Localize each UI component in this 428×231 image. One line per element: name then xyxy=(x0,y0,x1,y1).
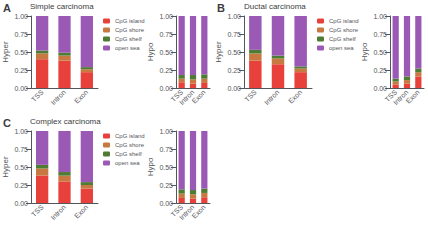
svg-text:TSS: TSS xyxy=(383,88,399,104)
svg-text:0.00: 0.00 xyxy=(159,85,173,92)
svg-text:Exon: Exon xyxy=(73,203,89,219)
svg-text:0.75: 0.75 xyxy=(159,31,173,38)
svg-text:Hyper: Hyper xyxy=(1,156,10,178)
svg-text:0.25: 0.25 xyxy=(159,182,173,189)
svg-text:Intron: Intron xyxy=(391,88,410,107)
svg-text:0.25: 0.25 xyxy=(227,67,241,74)
svg-text:CpG island: CpG island xyxy=(115,133,145,139)
svg-text:CpG shore: CpG shore xyxy=(115,142,145,148)
svg-text:CpG shelf: CpG shelf xyxy=(115,151,142,157)
svg-text:Intron: Intron xyxy=(177,203,196,222)
svg-text:0.50: 0.50 xyxy=(159,164,173,171)
svg-text:0.00: 0.00 xyxy=(227,85,241,92)
svg-text:1.00: 1.00 xyxy=(14,13,28,20)
svg-text:0.50: 0.50 xyxy=(14,164,28,171)
svg-text:open sea: open sea xyxy=(329,45,354,51)
svg-text:Intron: Intron xyxy=(177,88,196,107)
svg-text:0.75: 0.75 xyxy=(14,146,28,153)
svg-text:Exon: Exon xyxy=(287,88,303,104)
svg-text:TSS: TSS xyxy=(30,203,45,218)
svg-text:A: A xyxy=(3,2,11,14)
svg-text:Hypo: Hypo xyxy=(360,42,369,61)
svg-text:Exon: Exon xyxy=(191,203,207,219)
svg-text:0.25: 0.25 xyxy=(14,182,28,189)
svg-text:Intron: Intron xyxy=(49,203,67,221)
svg-text:0.50: 0.50 xyxy=(227,49,241,56)
svg-text:CpG island: CpG island xyxy=(115,18,145,24)
svg-text:CpG shelf: CpG shelf xyxy=(115,36,142,42)
svg-text:1.00: 1.00 xyxy=(159,13,173,20)
svg-text:Hyper: Hyper xyxy=(214,41,223,63)
svg-text:Intron: Intron xyxy=(49,88,67,106)
svg-text:CpG shelf: CpG shelf xyxy=(329,36,356,42)
svg-text:0.00: 0.00 xyxy=(14,200,28,207)
svg-text:CpG shore: CpG shore xyxy=(115,27,145,33)
svg-text:0.75: 0.75 xyxy=(159,146,173,153)
svg-text:Exon: Exon xyxy=(73,88,89,104)
svg-text:0.50: 0.50 xyxy=(373,49,387,56)
svg-text:0.25: 0.25 xyxy=(159,67,173,74)
svg-text:0.25: 0.25 xyxy=(373,67,387,74)
svg-text:TSS: TSS xyxy=(169,203,185,219)
svg-text:CpG shore: CpG shore xyxy=(329,27,359,33)
svg-text:Simple carcinoma: Simple carcinoma xyxy=(30,2,94,11)
svg-text:Exon: Exon xyxy=(191,88,207,104)
svg-text:Intron: Intron xyxy=(263,88,281,106)
svg-text:1.00: 1.00 xyxy=(14,128,28,135)
svg-text:Hyper: Hyper xyxy=(1,41,10,63)
svg-text:0.50: 0.50 xyxy=(159,49,173,56)
svg-text:1.00: 1.00 xyxy=(227,13,241,20)
svg-text:0.25: 0.25 xyxy=(14,67,28,74)
svg-text:Complex carcinoma: Complex carcinoma xyxy=(30,117,101,126)
svg-text:open sea: open sea xyxy=(115,160,140,166)
svg-text:Ductal carcinoma: Ductal carcinoma xyxy=(244,2,306,11)
svg-text:B: B xyxy=(217,2,225,14)
svg-text:TSS: TSS xyxy=(169,88,185,104)
svg-text:1.00: 1.00 xyxy=(159,128,173,135)
svg-text:0.00: 0.00 xyxy=(373,85,387,92)
svg-text:0.00: 0.00 xyxy=(14,85,28,92)
svg-text:CpG island: CpG island xyxy=(329,18,359,24)
svg-text:0.50: 0.50 xyxy=(14,49,28,56)
svg-text:0.75: 0.75 xyxy=(227,31,241,38)
svg-text:Hypo: Hypo xyxy=(146,42,155,61)
svg-text:0.75: 0.75 xyxy=(373,31,387,38)
svg-text:C: C xyxy=(3,117,11,129)
svg-text:Hypo: Hypo xyxy=(146,157,155,176)
svg-text:TSS: TSS xyxy=(30,88,45,103)
svg-text:0.00: 0.00 xyxy=(159,200,173,207)
svg-text:0.75: 0.75 xyxy=(14,31,28,38)
svg-text:1.00: 1.00 xyxy=(373,13,387,20)
svg-text:open sea: open sea xyxy=(115,45,140,51)
svg-text:TSS: TSS xyxy=(243,88,258,103)
svg-text:Exon: Exon xyxy=(405,88,421,104)
